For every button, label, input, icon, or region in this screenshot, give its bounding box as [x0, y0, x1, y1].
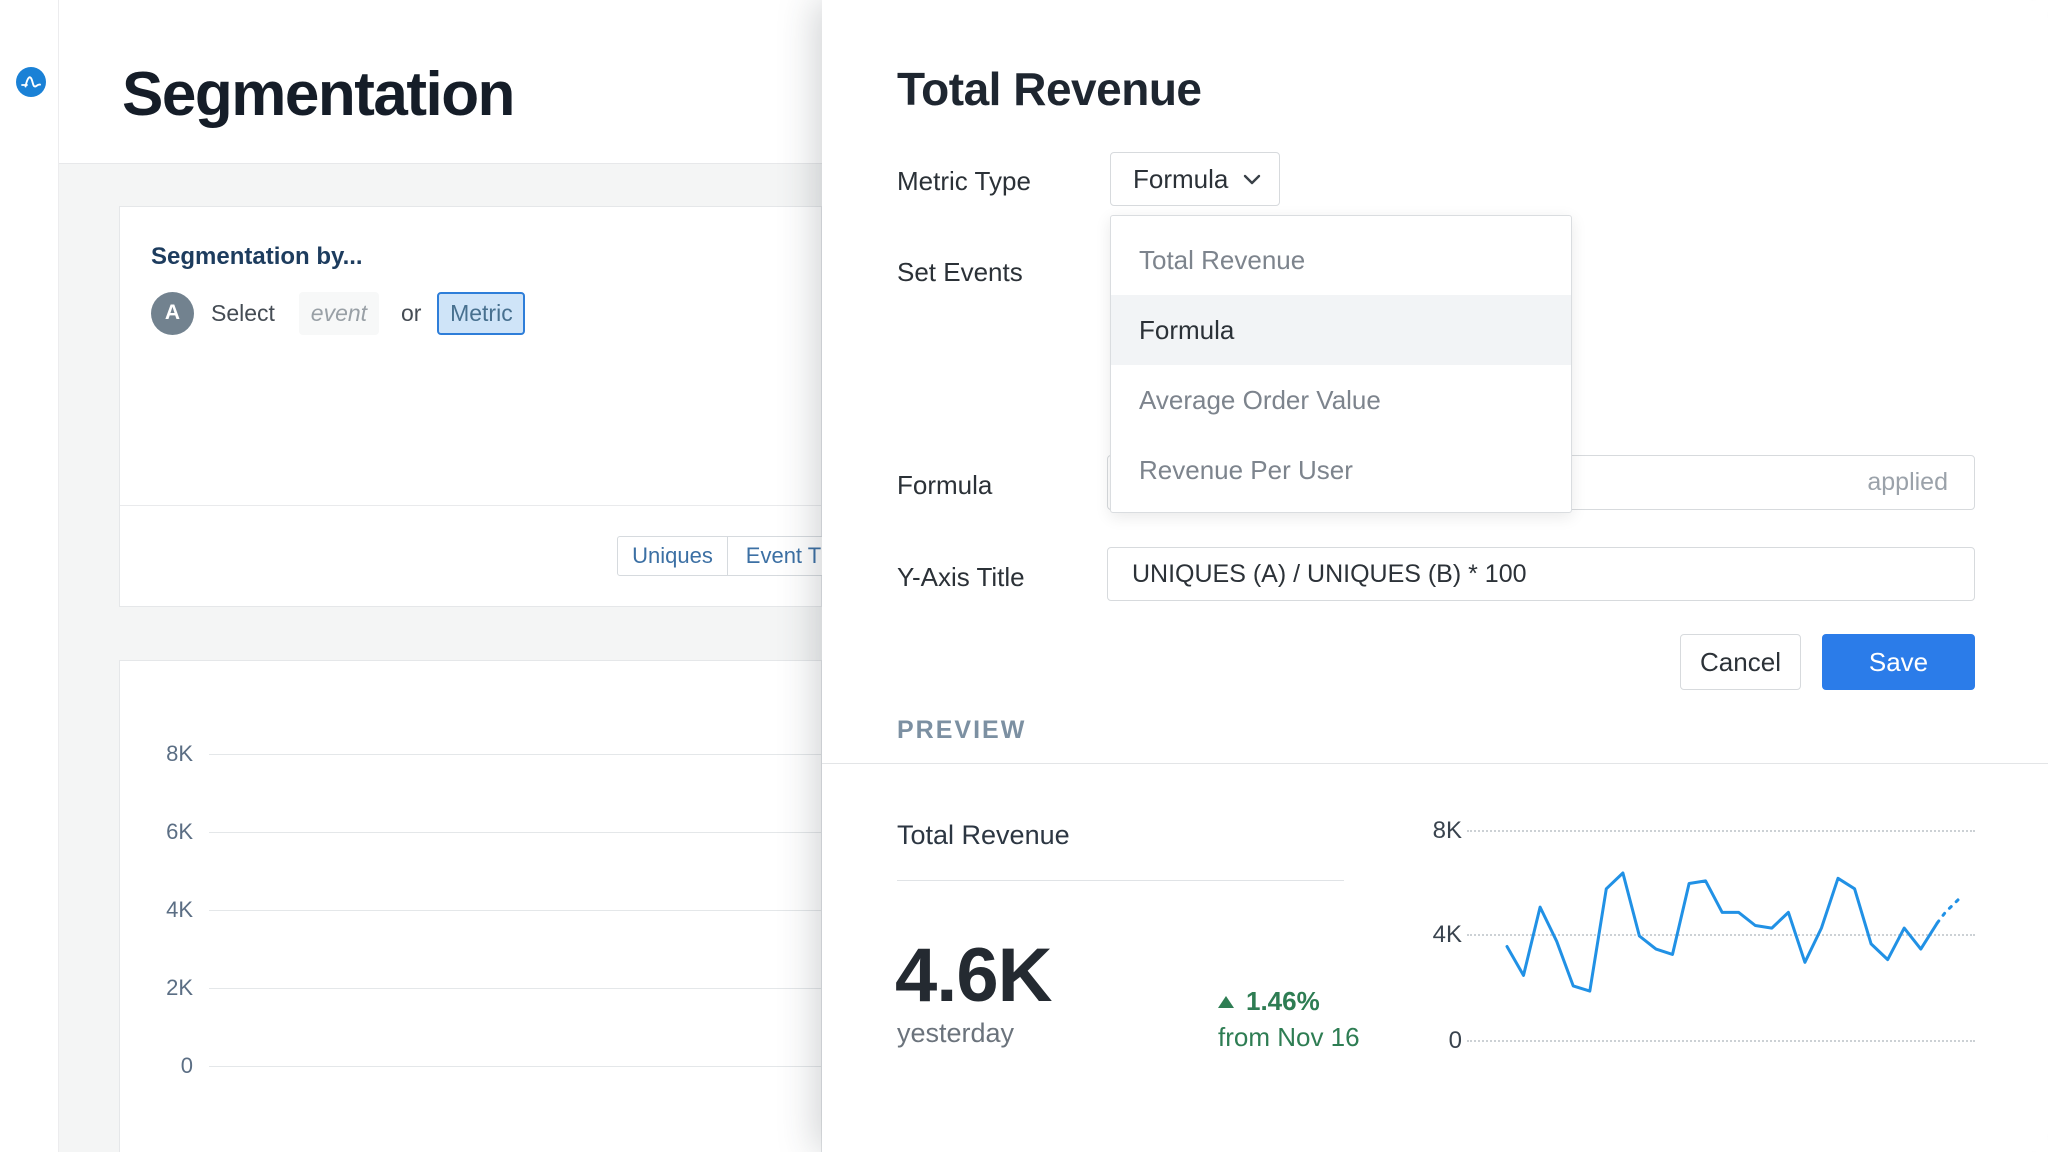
- y-axis-tick: 6K: [166, 819, 193, 844]
- select-label: Select: [211, 299, 275, 326]
- tab-uniques[interactable]: Uniques: [617, 536, 728, 576]
- menu-item-revenue-per-user[interactable]: Revenue Per User: [1139, 454, 1353, 485]
- formula-label: Formula: [897, 470, 993, 500]
- y-axis-title-value: UNIQUES (A) / UNIQUES (B) * 100: [1132, 559, 1527, 588]
- preview-heading-underline: [897, 880, 1344, 881]
- menu-item-average-order-value[interactable]: Average Order Value: [1139, 384, 1381, 415]
- select-metric-button[interactable]: Metric: [437, 291, 526, 335]
- gridline: [209, 832, 821, 833]
- preview-delta-from: from Nov 16: [1218, 1022, 1360, 1052]
- spark-gridline: [1467, 830, 1975, 832]
- y-axis-tick: 0: [180, 1053, 193, 1078]
- menu-item-total-revenue[interactable]: Total Revenue: [1139, 244, 1306, 275]
- tab-event-totals[interactable]: Event T: [728, 536, 840, 576]
- preview-sparkline: [1505, 871, 1963, 993]
- cancel-button[interactable]: Cancel: [1680, 634, 1801, 690]
- y-axis-tick: 2K: [166, 975, 193, 1000]
- page-title: Segmentation: [122, 60, 515, 129]
- card-divider: [120, 505, 821, 506]
- y-axis-title-input[interactable]: UNIQUES (A) / UNIQUES (B) * 100: [1107, 547, 1975, 601]
- spark-y-tick: 4K: [1432, 921, 1462, 948]
- metric-type-label: Metric Type: [897, 166, 1031, 196]
- preview-divider-line: [822, 763, 2048, 764]
- segmentation-card: Segmentation by... A Select event or Met…: [119, 206, 840, 607]
- y-axis-title-label: Y-Axis Title: [897, 562, 1025, 592]
- preview-delta: 1.46%: [1218, 986, 1320, 1017]
- preview-section-label: PREVIEW: [897, 716, 1027, 744]
- metric-type-menu: Total Revenue Formula Average Order Valu…: [1110, 215, 1572, 513]
- gridline: [209, 754, 821, 755]
- metric-editor-modal: Total Revenue Metric Type Formula Set Ev…: [822, 0, 2048, 1152]
- chevron-down-icon: [1243, 174, 1261, 184]
- save-button[interactable]: Save: [1822, 634, 1975, 690]
- menu-item-formula[interactable]: Formula: [1111, 295, 1571, 365]
- nav-sidebar: [0, 0, 59, 1152]
- gridline: [209, 988, 821, 989]
- gridline: [209, 910, 821, 911]
- delta-up-icon: [1218, 995, 1234, 1008]
- delta-value: 1.46%: [1246, 986, 1320, 1016]
- segmentation-chart-card: 8K 6K 4K 2K 0: [119, 660, 822, 1152]
- modal-title: Total Revenue: [897, 63, 1202, 115]
- page-header: [59, 0, 822, 164]
- spark-gridline: [1467, 934, 1975, 936]
- formula-applied-status: applied: [1867, 468, 1948, 496]
- select-event-button[interactable]: event: [298, 291, 379, 335]
- spark-y-tick: 0: [1448, 1027, 1462, 1054]
- segmentation-card-heading: Segmentation by...: [151, 243, 363, 270]
- preview-value: 4.6K: [895, 933, 1053, 1018]
- amplitude-wave-glyph: [21, 76, 41, 88]
- spark-gridline: [1467, 1040, 1975, 1042]
- metric-type-value: Formula: [1133, 163, 1229, 194]
- or-label: or: [400, 299, 422, 326]
- preview-metric-name: Total Revenue: [897, 820, 1070, 850]
- set-events-label: Set Events: [897, 257, 1023, 287]
- chart-mode-tabs: Uniques Event T: [617, 536, 840, 576]
- event-select-row: A Select event or Metric: [151, 291, 526, 335]
- spark-y-tick: 8K: [1432, 817, 1462, 844]
- y-axis-tick: 8K: [166, 741, 193, 766]
- amplitude-logo-icon[interactable]: [16, 67, 46, 97]
- y-axis-tick: 4K: [166, 897, 193, 922]
- series-a-badge: A: [151, 291, 194, 335]
- metric-type-dropdown[interactable]: Formula: [1110, 152, 1280, 206]
- preview-period: yesterday: [897, 1018, 1015, 1048]
- gridline: [209, 1066, 821, 1067]
